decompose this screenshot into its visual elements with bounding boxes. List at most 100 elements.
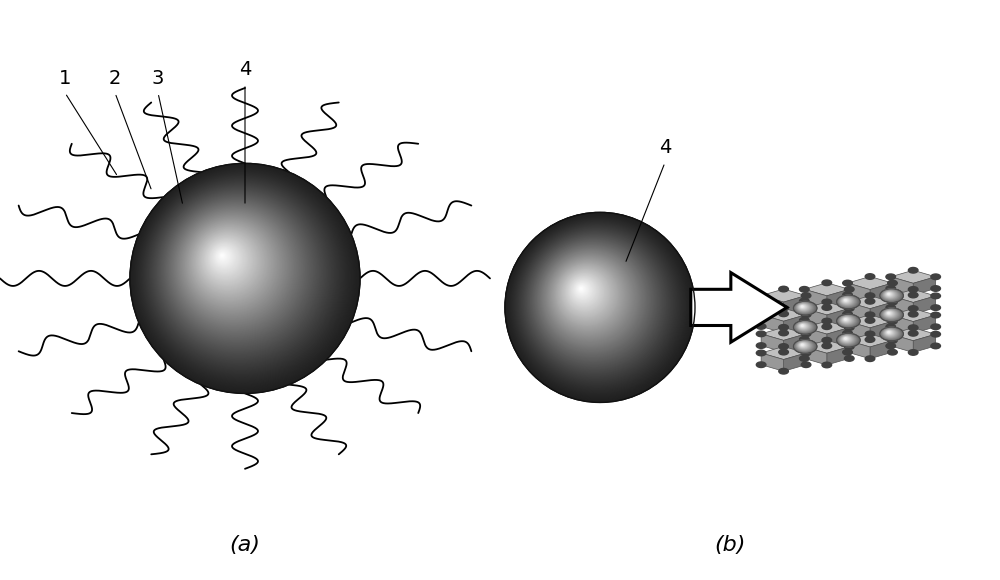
Ellipse shape (515, 222, 680, 388)
Circle shape (843, 299, 850, 303)
Ellipse shape (138, 172, 348, 381)
Ellipse shape (524, 231, 667, 375)
Ellipse shape (513, 220, 683, 390)
Circle shape (883, 310, 899, 319)
Circle shape (888, 299, 897, 305)
Circle shape (887, 313, 891, 314)
Circle shape (801, 345, 803, 346)
Circle shape (931, 293, 940, 299)
Circle shape (844, 287, 854, 292)
Circle shape (881, 290, 901, 301)
Circle shape (842, 298, 851, 303)
Circle shape (840, 297, 855, 306)
Circle shape (795, 321, 815, 333)
Circle shape (837, 334, 859, 346)
Ellipse shape (203, 237, 251, 284)
Ellipse shape (149, 182, 332, 365)
Circle shape (882, 310, 899, 319)
Circle shape (800, 317, 809, 323)
Ellipse shape (171, 204, 299, 332)
Ellipse shape (179, 212, 287, 320)
Ellipse shape (178, 211, 288, 322)
Circle shape (840, 298, 854, 305)
Circle shape (800, 305, 806, 309)
Circle shape (842, 317, 851, 322)
Ellipse shape (546, 253, 633, 341)
Ellipse shape (177, 210, 290, 324)
Ellipse shape (201, 234, 254, 287)
Ellipse shape (137, 171, 349, 382)
Circle shape (797, 342, 812, 350)
Ellipse shape (557, 264, 617, 325)
Ellipse shape (525, 232, 665, 373)
Circle shape (838, 334, 858, 346)
Circle shape (795, 302, 814, 314)
Ellipse shape (148, 181, 333, 367)
Circle shape (886, 331, 893, 335)
Ellipse shape (521, 228, 671, 379)
Circle shape (838, 315, 858, 327)
Circle shape (797, 342, 811, 350)
Ellipse shape (168, 201, 303, 337)
Circle shape (882, 309, 899, 320)
Circle shape (796, 342, 812, 350)
Ellipse shape (133, 166, 355, 389)
Circle shape (840, 316, 855, 325)
Circle shape (795, 321, 814, 332)
Circle shape (795, 302, 815, 314)
Ellipse shape (533, 240, 654, 361)
Ellipse shape (183, 217, 280, 313)
Circle shape (796, 341, 812, 351)
Circle shape (884, 310, 896, 318)
Ellipse shape (523, 231, 668, 375)
Circle shape (794, 321, 815, 334)
Ellipse shape (505, 212, 695, 403)
Circle shape (794, 302, 816, 315)
Ellipse shape (143, 177, 340, 373)
Ellipse shape (155, 188, 323, 357)
Ellipse shape (215, 248, 233, 266)
Circle shape (801, 331, 811, 336)
Circle shape (798, 343, 809, 349)
Circle shape (885, 311, 895, 317)
Ellipse shape (508, 215, 690, 398)
Ellipse shape (186, 219, 277, 310)
Circle shape (886, 343, 896, 349)
Circle shape (842, 336, 851, 342)
Circle shape (887, 331, 892, 334)
Circle shape (842, 336, 852, 342)
Circle shape (884, 329, 896, 336)
Circle shape (795, 322, 814, 332)
Circle shape (842, 299, 851, 303)
Circle shape (800, 324, 807, 328)
Circle shape (844, 299, 847, 302)
Circle shape (887, 312, 891, 314)
Ellipse shape (523, 230, 668, 375)
Circle shape (838, 315, 858, 327)
Ellipse shape (192, 226, 267, 300)
Ellipse shape (549, 256, 629, 337)
Circle shape (840, 335, 854, 343)
Circle shape (799, 324, 808, 329)
Ellipse shape (175, 208, 293, 326)
Polygon shape (891, 277, 913, 295)
Ellipse shape (555, 263, 620, 327)
Circle shape (799, 324, 807, 328)
Ellipse shape (217, 251, 229, 262)
Circle shape (838, 296, 858, 307)
Ellipse shape (541, 249, 640, 347)
Circle shape (880, 289, 903, 302)
Polygon shape (804, 321, 849, 334)
Circle shape (883, 291, 899, 300)
Polygon shape (804, 283, 849, 296)
Circle shape (756, 304, 766, 310)
Circle shape (844, 318, 848, 321)
Ellipse shape (561, 269, 611, 318)
Ellipse shape (211, 244, 239, 272)
Circle shape (884, 292, 896, 298)
Circle shape (888, 318, 897, 324)
Ellipse shape (567, 274, 602, 309)
Circle shape (798, 323, 810, 330)
Ellipse shape (149, 183, 331, 365)
Polygon shape (761, 308, 806, 321)
